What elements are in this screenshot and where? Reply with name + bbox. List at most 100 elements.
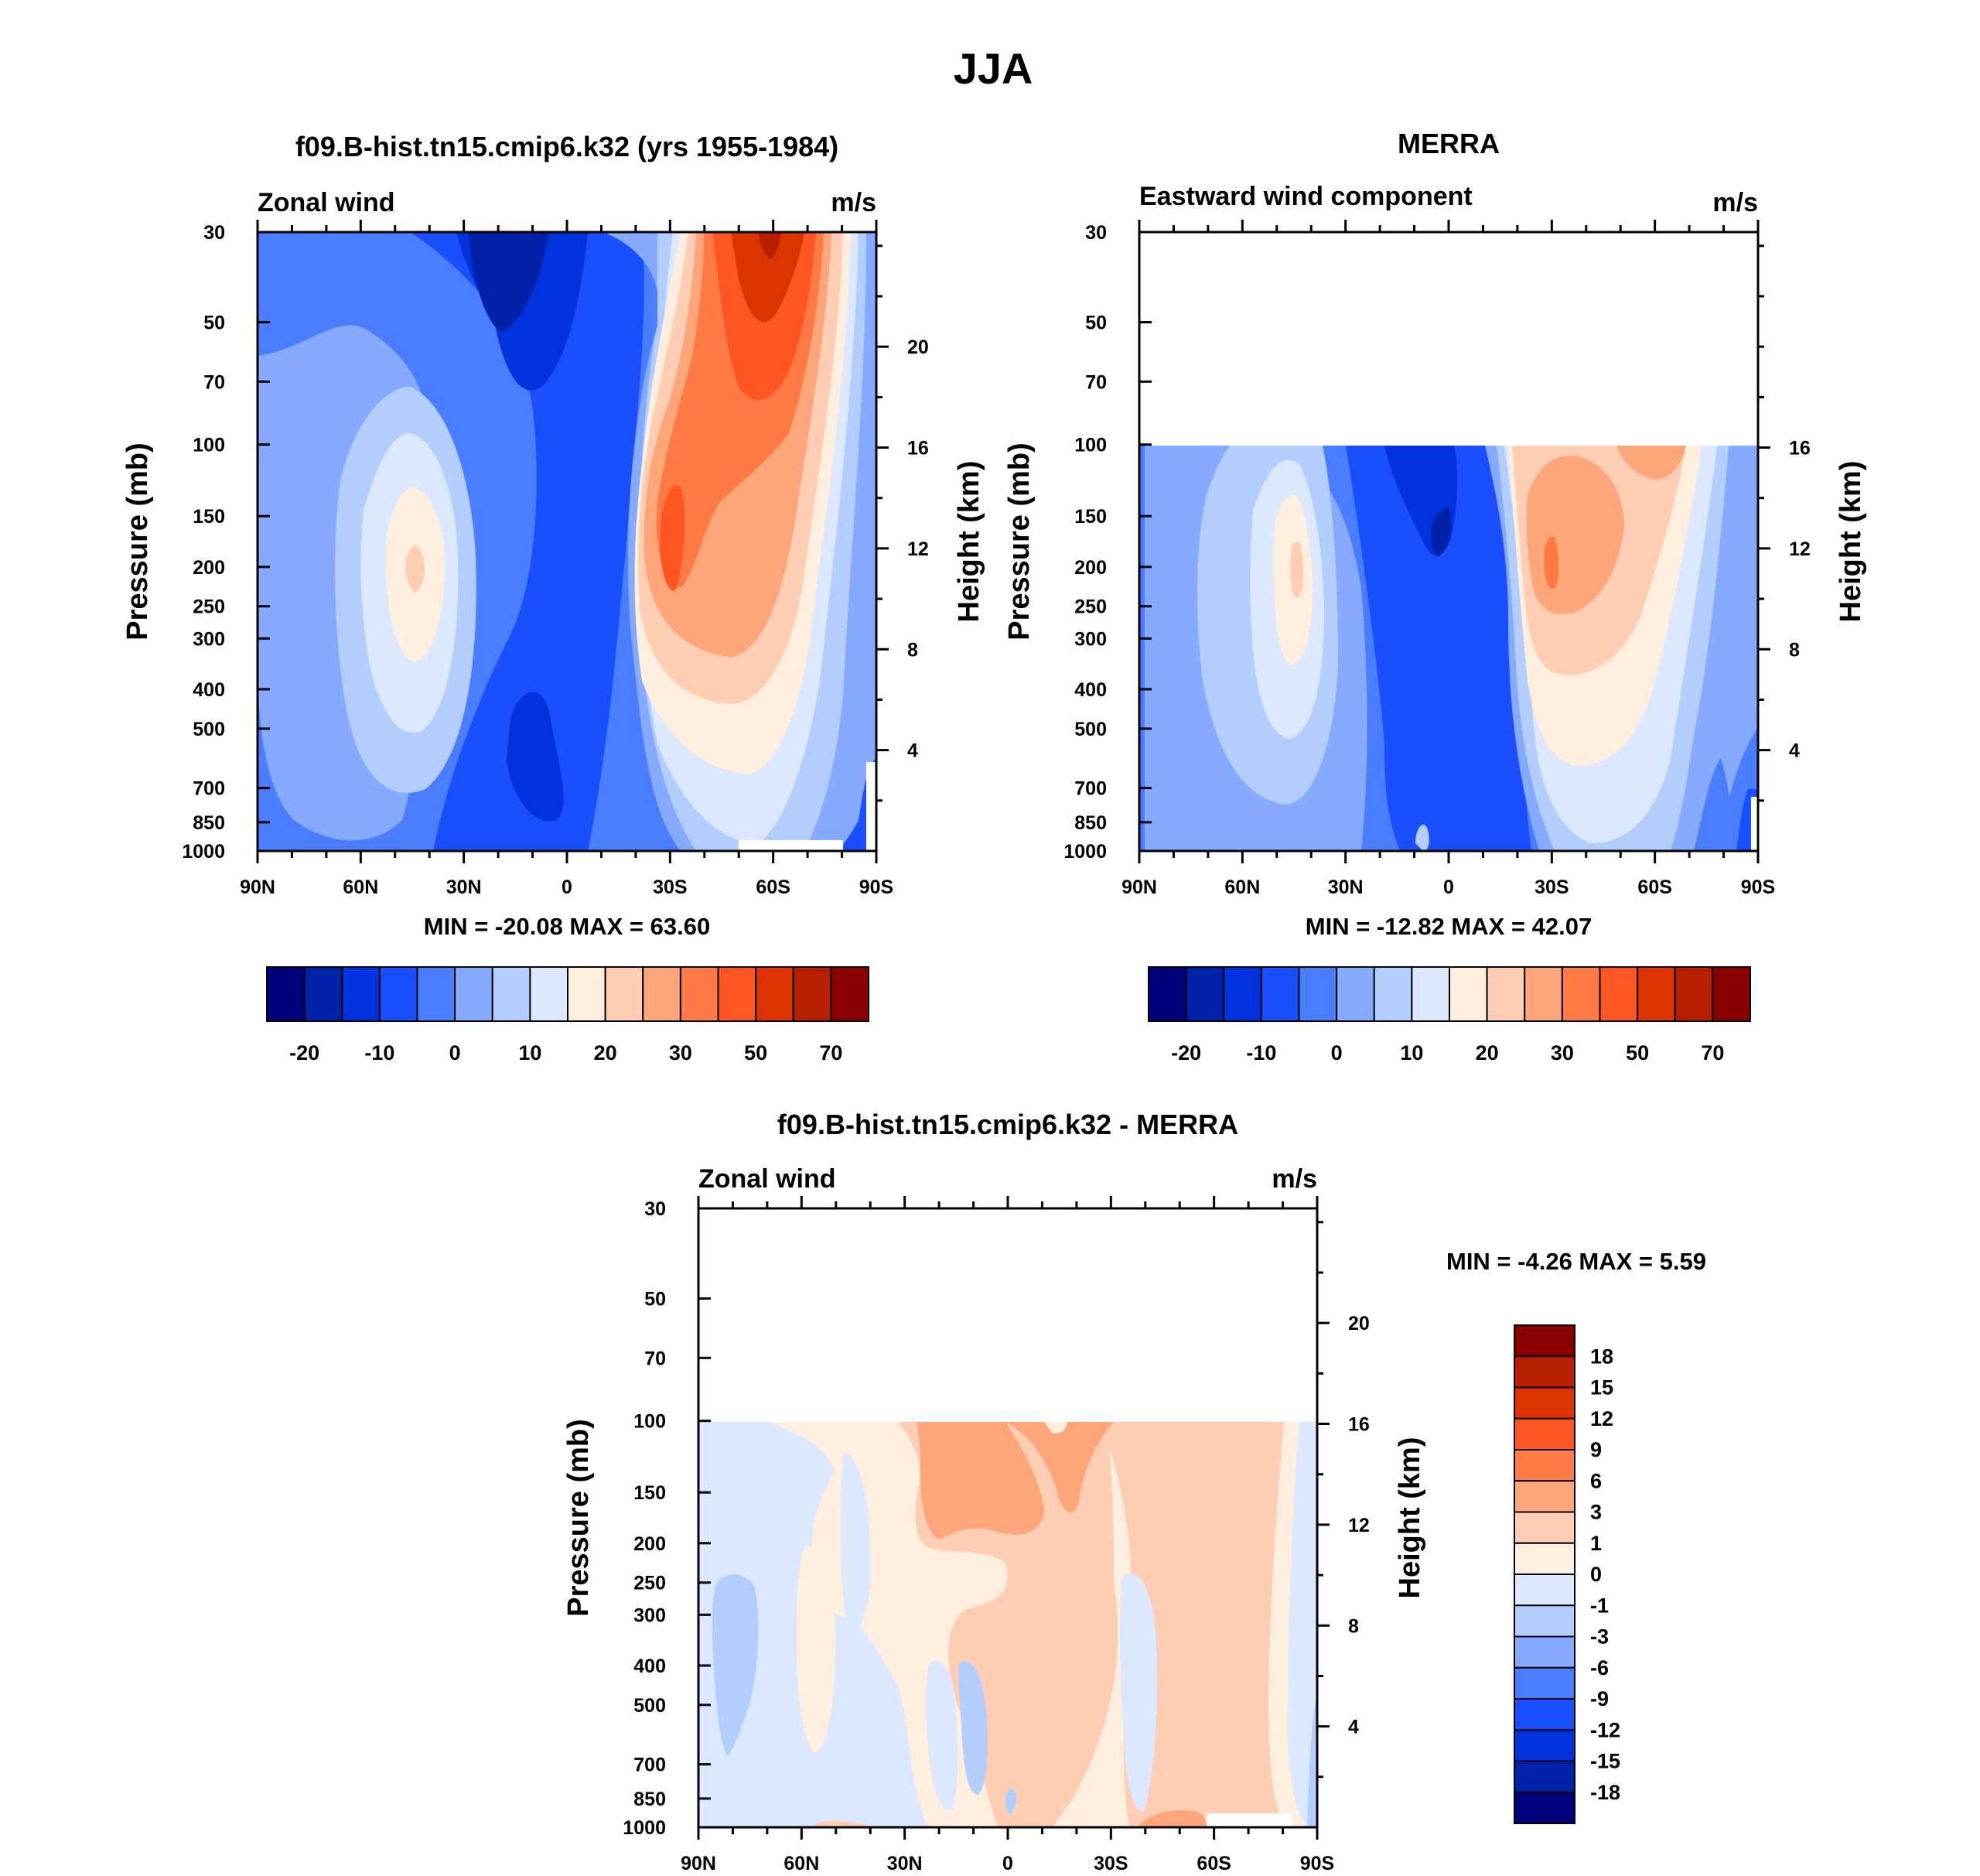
y-tick-label: 1000 — [623, 1817, 666, 1839]
y-tick-label: 100 — [1074, 435, 1107, 456]
contour-fill-level — [1415, 825, 1429, 851]
colorbar-label: -12 — [1590, 1718, 1620, 1741]
y-tick-label: 50 — [1085, 313, 1107, 334]
panel-merra: MERRA Eastward wind component m/s — [1003, 128, 1867, 1064]
colorbar-label: -6 — [1590, 1656, 1609, 1680]
colorbar-label: 20 — [594, 1041, 617, 1064]
colorbar-swatch — [1599, 966, 1639, 1022]
colorbar-swatch — [341, 966, 381, 1022]
colorbar-swatch — [1336, 966, 1375, 1022]
contour-fill-level — [1307, 1694, 1317, 1827]
x-tick-label: 60N — [783, 1853, 819, 1874]
colorbar-swatch — [604, 966, 644, 1022]
contour-fill-level — [1139, 446, 1145, 851]
contour-fill-level — [1119, 1573, 1158, 1812]
colorbar-label: 0 — [1590, 1563, 1602, 1586]
colorbar-swatch — [567, 966, 606, 1022]
panel-merra-ylabel: Pressure (mb) — [1003, 443, 1036, 641]
y-tick-label: 70 — [1085, 371, 1107, 393]
panel-merra-minmax: MIN = -12.82 MAX = 42.07 — [1306, 913, 1592, 940]
x-tick-label: 60N — [1224, 876, 1260, 898]
colorbar-swatch — [1524, 966, 1563, 1022]
colorbar-swatch — [1373, 966, 1413, 1022]
x-tick-label: 90S — [1300, 1853, 1334, 1874]
x-tick-label: 30N — [887, 1853, 923, 1874]
colorbar-swatch — [416, 966, 456, 1022]
contour-fill-level — [731, 232, 804, 323]
y-tick-label: 100 — [193, 435, 225, 456]
x-tick-label: 90N — [681, 1853, 716, 1874]
y-tick-label: 500 — [1074, 719, 1107, 740]
y-tick-label: 850 — [633, 1789, 666, 1810]
panel-difference-ylabel: Pressure (mb) — [562, 1419, 595, 1617]
panel-merra-colorbar: -20 -10 0 10 20 30 50 70 — [1148, 966, 1751, 1064]
contour-fill-level — [410, 232, 644, 851]
y-tick-label: 300 — [633, 1604, 666, 1626]
colorbar-swatch — [642, 966, 681, 1022]
panel-difference-variable: Zonal wind — [698, 1164, 836, 1194]
contour-fill-level — [1544, 536, 1559, 589]
colorbar-label: -15 — [1590, 1750, 1620, 1773]
y-tick-label: 700 — [633, 1755, 666, 1776]
colorbar-swatch — [378, 966, 418, 1022]
y-tick-label: 1000 — [182, 841, 225, 863]
contour-fill-level — [840, 1454, 871, 1631]
colorbar-label: -10 — [364, 1041, 394, 1064]
colorbar-swatch — [1514, 1760, 1575, 1793]
colorbar-label: 3 — [1590, 1501, 1602, 1524]
missing-data — [1751, 797, 1758, 851]
colorbar-swatch — [1514, 1666, 1575, 1700]
colorbar-label: 70 — [819, 1041, 842, 1064]
y-tick-label: 50 — [644, 1289, 666, 1310]
x-tick-label: 0 — [1002, 1853, 1013, 1874]
colorbar-swatch — [1514, 1635, 1575, 1669]
y-tick-label: 700 — [193, 778, 225, 800]
y-right-tick-label: 16 — [1348, 1414, 1370, 1436]
y-right-tick-label: 8 — [1789, 639, 1800, 661]
colorbar-label: 50 — [1626, 1041, 1649, 1064]
colorbar-swatch — [755, 966, 794, 1022]
panel-difference-ylabel-right: Height (km) — [1394, 1437, 1426, 1599]
colorbar-swatch — [1185, 966, 1225, 1022]
colorbar-swatch — [792, 966, 832, 1022]
panel-difference-minmax: MIN = -4.26 MAX = 5.59 — [1446, 1248, 1706, 1275]
panel-model-colorbar: -20 -10 0 10 20 30 50 70 — [266, 966, 869, 1064]
colorbar-label: -3 — [1590, 1625, 1609, 1649]
colorbar-label: 50 — [744, 1041, 767, 1064]
y-tick-label: 100 — [633, 1411, 666, 1433]
x-tick-label: 30S — [1534, 876, 1569, 898]
colorbar-label: 20 — [1476, 1041, 1499, 1064]
contour-fill-level — [797, 1546, 835, 1752]
missing-data — [1207, 1813, 1292, 1827]
x-tick-label: 60S — [756, 876, 790, 898]
y-tick-label: 150 — [193, 506, 225, 528]
contour-fill-level — [660, 485, 685, 591]
colorbar-swatch — [1514, 1324, 1575, 1358]
colorbar-swatch — [717, 966, 757, 1022]
x-tick-label: 30S — [1094, 1853, 1128, 1874]
colorbar-swatch — [1514, 1604, 1575, 1638]
panel-model-title: f09.B-hist.tn15.cmip6.k32 (yrs 1955-1984… — [295, 131, 838, 162]
y-tick-label: 400 — [633, 1656, 666, 1677]
x-tick-label: 60S — [1197, 1853, 1231, 1874]
x-tick-label: 90S — [1741, 876, 1775, 898]
panel-difference-axes: 90N 60N 30N 0 30S 60S 90S 30 50 70 100 150 200 250 300… — [623, 1196, 1370, 1874]
y-tick-label: 70 — [644, 1348, 666, 1369]
panel-model-ylabel-right: Height (km) — [953, 461, 985, 623]
y-tick-label: 1000 — [1063, 841, 1107, 863]
y-tick-label: 30 — [1085, 222, 1107, 244]
colorbar-label: -18 — [1590, 1781, 1620, 1804]
contour-fill-level — [812, 1820, 874, 1827]
colorbar-label: 18 — [1590, 1345, 1613, 1368]
contour-fill-level — [1137, 1810, 1207, 1827]
colorbar-label: -20 — [289, 1041, 319, 1064]
x-tick-label: 90N — [1121, 876, 1157, 898]
y-right-tick-label: 12 — [1789, 538, 1811, 560]
colorbar-label: 15 — [1590, 1376, 1613, 1399]
colorbar-label: 0 — [1331, 1041, 1343, 1064]
x-tick-label: 0 — [1443, 876, 1454, 898]
contour-fill-level — [1616, 446, 1686, 480]
colorbar-swatch — [1514, 1729, 1575, 1762]
y-tick-label: 200 — [193, 557, 225, 579]
